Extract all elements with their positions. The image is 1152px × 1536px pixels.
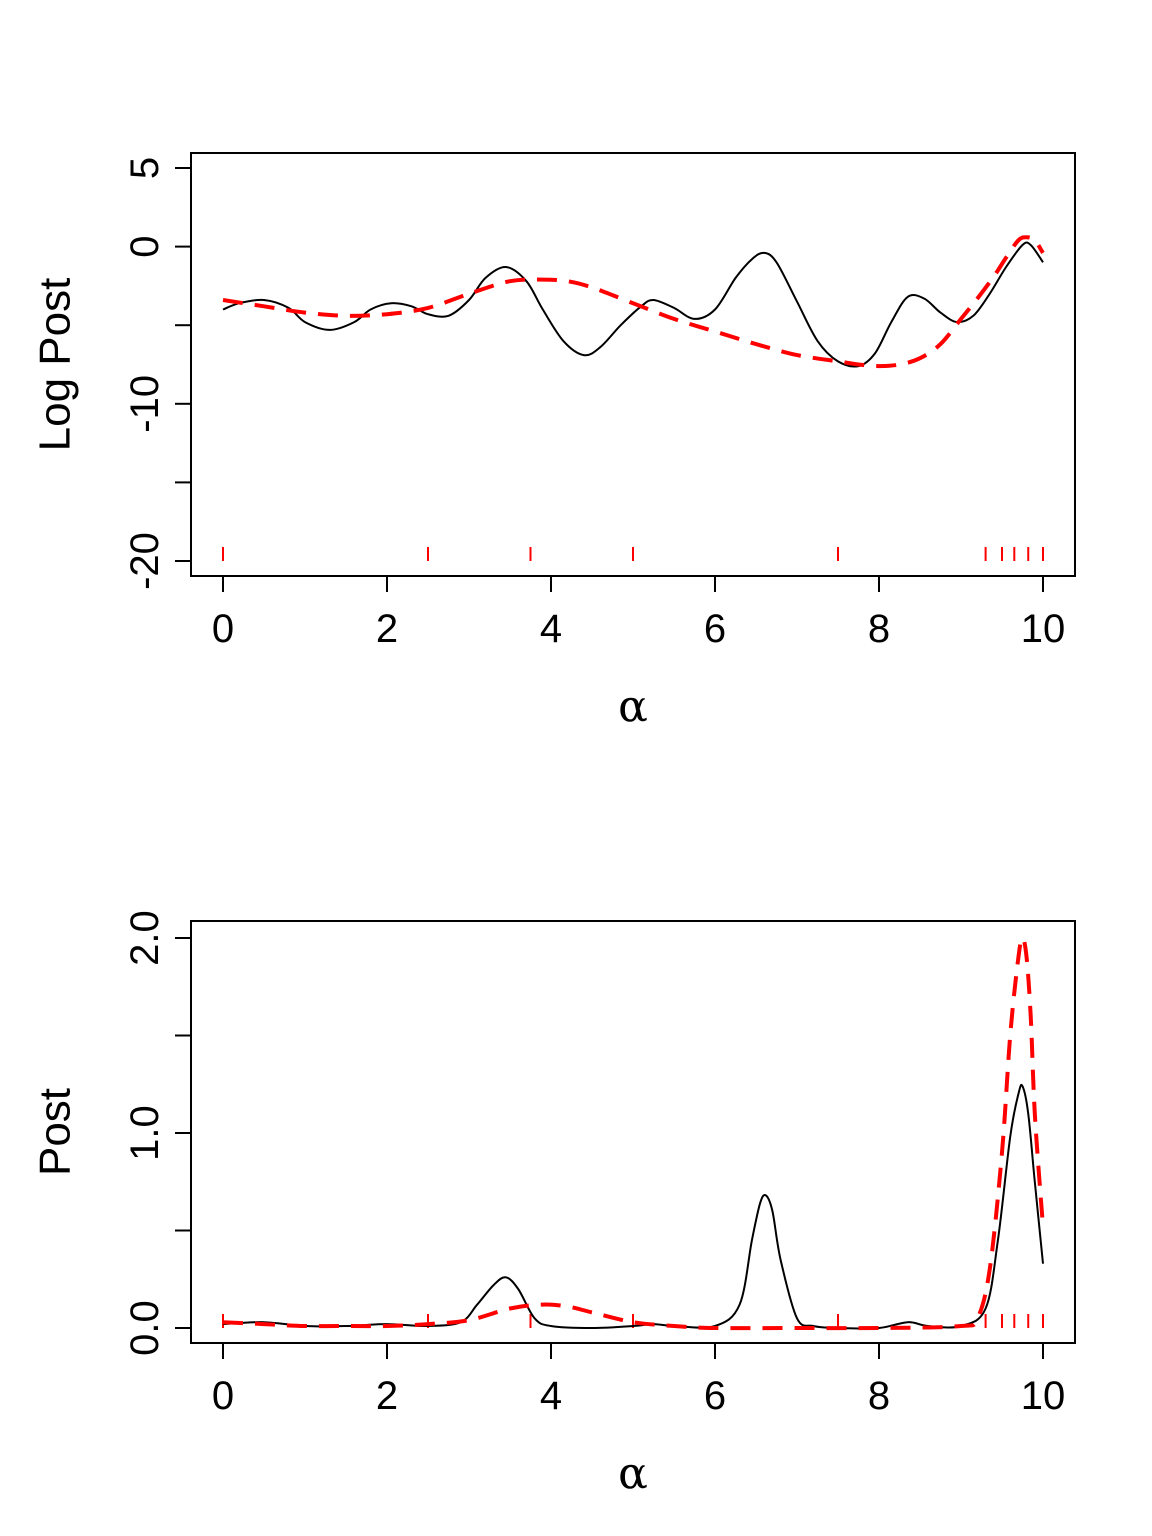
rug-marks [222, 1314, 1044, 1328]
y-tick-label: 5 [123, 157, 167, 179]
y-tick-label: 0 [123, 235, 167, 257]
x-tick-label: 2 [376, 1374, 398, 1418]
dashed-series-line [222, 936, 1045, 1331]
y-axis: 0.0 1.0 2.0 [123, 910, 192, 1356]
solid-series-line [222, 241, 1044, 368]
x-tick-label: 6 [704, 1374, 726, 1418]
log-post-panel: -20 -10 0 5 0 2 4 6 8 10 Log Post α [31, 152, 1076, 732]
y-tick-label: -20 [123, 532, 167, 590]
x-axis: 0 2 4 6 8 10 [212, 1342, 1066, 1418]
x-tick-label: 0 [212, 607, 234, 651]
x-tick-label: 8 [868, 607, 890, 651]
series-lines [222, 936, 1045, 1331]
x-axis: 0 2 4 6 8 10 [212, 575, 1066, 651]
x-tick-label: 4 [540, 607, 562, 651]
x-tick-label: 8 [868, 1374, 890, 1418]
dashed-series-line [222, 235, 1045, 369]
y-axis-label: Post [31, 1088, 80, 1176]
y-axis-label: Log Post [31, 278, 80, 452]
x-axis-label: α [618, 1448, 648, 1499]
solid-series-line [222, 1083, 1044, 1330]
y-tick-label: 1.0 [123, 1105, 167, 1161]
x-tick-label: 4 [540, 1374, 562, 1418]
x-tick-label: 10 [1021, 607, 1066, 651]
y-tick-label: -10 [123, 375, 167, 433]
rug-marks [222, 547, 1044, 561]
y-tick-label: 0.0 [123, 1300, 167, 1356]
plot-frame [190, 152, 1076, 577]
y-axis: -20 -10 0 5 [123, 157, 192, 590]
x-tick-label: 10 [1021, 1374, 1066, 1418]
plot-frame [190, 920, 1076, 1344]
x-tick-label: 2 [376, 607, 398, 651]
x-tick-label: 0 [212, 1374, 234, 1418]
x-tick-label: 6 [704, 607, 726, 651]
y-tick-label: 2.0 [123, 910, 167, 966]
series-lines [222, 235, 1045, 369]
post-panel: 0.0 1.0 2.0 0 2 4 6 8 10 Post α [31, 910, 1076, 1499]
x-axis-label: α [618, 681, 648, 732]
